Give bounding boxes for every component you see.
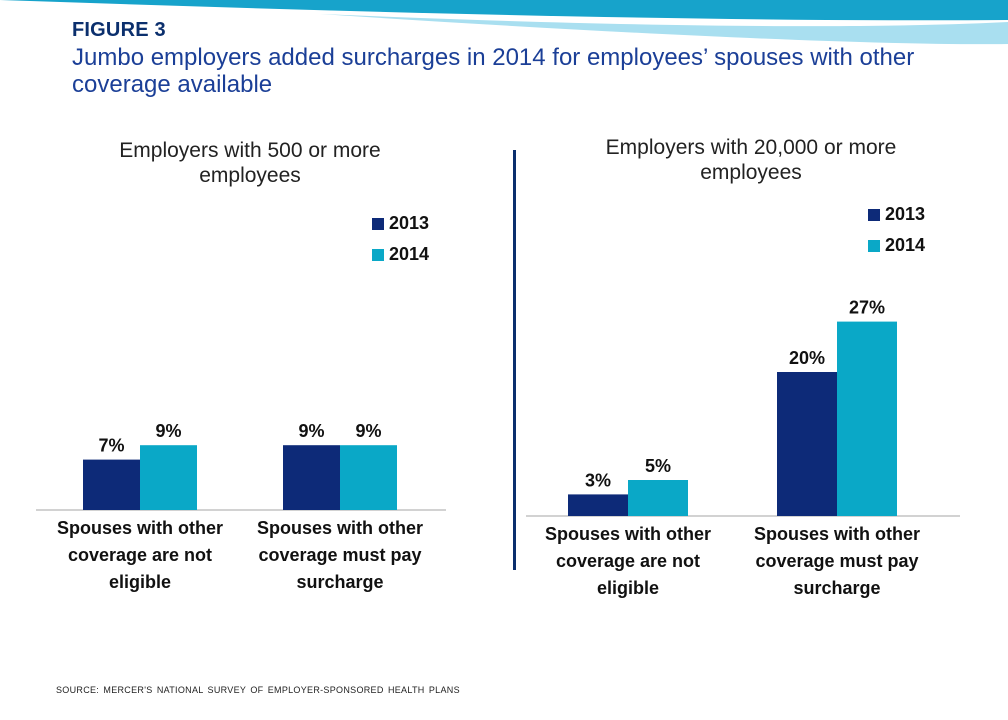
data-label: 9% <box>155 421 181 441</box>
bar-2014-1 <box>140 445 197 510</box>
data-label: 9% <box>355 421 381 441</box>
legend-swatch-2014 <box>868 239 880 252</box>
data-label: 27% <box>849 298 885 318</box>
bar-2013-2 <box>777 372 837 516</box>
data-label: 7% <box>98 436 124 456</box>
panel-divider <box>513 150 516 570</box>
bar-2013-2 <box>283 445 340 510</box>
figure-label: FIGURE 3 <box>72 19 166 41</box>
left-panel-title: Employers with 500 or more employees <box>119 139 381 187</box>
header-band <box>0 0 1008 45</box>
chart-title: Jumbo employers added surcharges in 2014… <box>72 44 915 98</box>
legend-label-2014: 2014 <box>389 244 430 264</box>
legend-label-2013: 2013 <box>885 204 926 224</box>
left-legend: 2013 2014 <box>372 208 429 270</box>
bar-2013-1 <box>83 459 140 510</box>
bar-2014-2 <box>837 321 897 516</box>
legend-swatch-2013 <box>372 217 384 230</box>
chart-panel-1: 7% 9% Spouses with other coverage are not el… <box>36 421 446 592</box>
bar-2014-2 <box>340 445 397 510</box>
data-label: 9% <box>298 421 324 441</box>
category-label: Spouses with other coverage must pay surch… <box>754 524 920 598</box>
category-label: Spouses with other coverage are not eligib… <box>57 518 223 592</box>
right-panel-title: Employers with 20,000 or more employees <box>605 136 897 184</box>
legend-swatch-2014 <box>372 248 384 261</box>
legend-item-2013: 2013 <box>868 199 925 230</box>
source-note: SOURCE: MERCER'S NATIONAL SURVEY OF EMPL… <box>56 685 460 695</box>
chart-panel-2: 3% 5% Spouses with other coverage are not el… <box>526 298 960 598</box>
right-legend: 2013 2014 <box>868 199 925 261</box>
legend-label-2014: 2014 <box>885 235 926 255</box>
category-label: Spouses with other coverage are not eligib… <box>545 524 711 598</box>
legend-swatch-2013 <box>868 208 880 221</box>
legend-item-2014: 2014 <box>868 230 925 261</box>
legend-label-2013: 2013 <box>389 213 430 233</box>
category-label: Spouses with other coverage must pay surch… <box>257 518 423 592</box>
bar-2013-1 <box>568 494 628 516</box>
legend-item-2013: 2013 <box>372 208 429 239</box>
legend-item-2014: 2014 <box>372 239 429 270</box>
bar-2014-1 <box>628 480 688 516</box>
data-label: 20% <box>789 348 825 368</box>
data-label: 5% <box>645 456 671 476</box>
data-label: 3% <box>585 470 611 490</box>
